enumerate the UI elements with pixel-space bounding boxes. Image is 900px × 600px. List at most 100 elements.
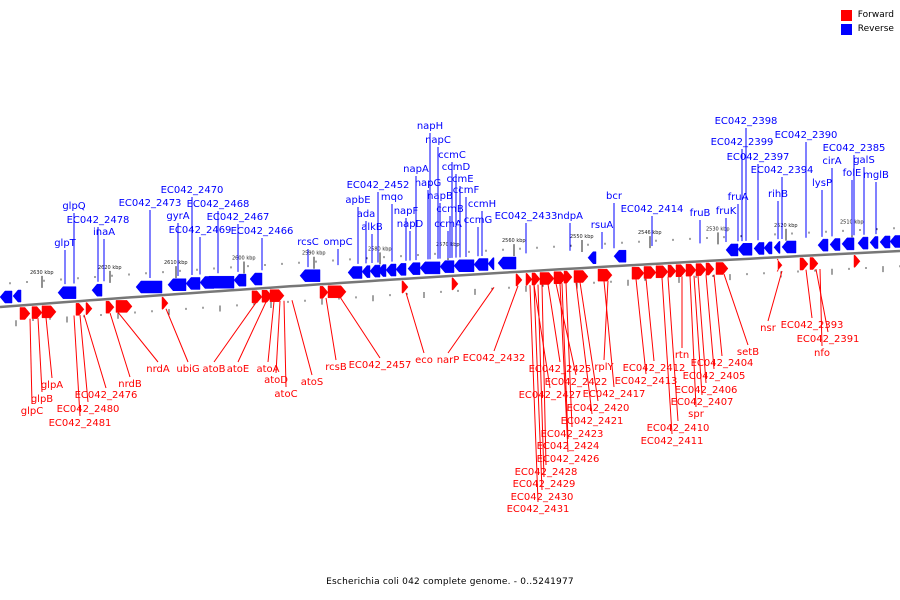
reverse-gene-arrow: [487, 257, 495, 270]
forward-label-line: [767, 270, 783, 322]
gene-label-napa: napA: [403, 164, 429, 175]
gene-label-fruk: fruK: [716, 206, 737, 217]
gene-label-atos: atoS: [301, 377, 324, 388]
gene-label-rsua: rsuA: [591, 220, 614, 231]
gene-label-ec042-2405: EC042_2405: [683, 371, 746, 382]
reverse-gene-arrow: [773, 241, 781, 254]
gene-label-ec042-2404: EC042_2404: [691, 358, 754, 369]
gene-label-ec042-2406: EC042_2406: [675, 385, 738, 396]
forward-gene-arrow: [515, 273, 523, 287]
forward-label-line: [447, 287, 495, 354]
forward-label-line: [713, 274, 723, 357]
scale-tick-label: 2590 kbp: [302, 251, 326, 257]
reverse-gene-arrow: [361, 265, 371, 278]
forward-gene-arrow: [695, 263, 707, 276]
gene-label-inaa: inaA: [93, 227, 115, 238]
gene-label-ec042-2390: EC042_2390: [775, 130, 838, 141]
gene-label-bcr: bcr: [606, 191, 623, 202]
forward-gene-arrow: [597, 268, 613, 282]
gene-label-ec042-2410: EC042_2410: [647, 423, 710, 434]
gene-label-ec042-2422: EC042_2422: [545, 377, 608, 388]
gene-label-glpb: glpB: [31, 394, 53, 405]
forward-label-line: [37, 318, 43, 393]
gene-label-ec042-2425: EC042_2425: [529, 364, 592, 375]
gene-label-ec042-2399: EC042_2399: [711, 137, 774, 148]
forward-label-line: [339, 296, 381, 359]
forward-gene-arrow: [269, 289, 285, 302]
gene-label-frub: fruB: [690, 208, 711, 219]
forward-label-line: [529, 285, 539, 503]
forward-gene-arrow: [319, 286, 329, 299]
forward-label-line: [575, 282, 593, 415]
gene-label-mqo: mqo: [381, 192, 403, 203]
reverse-gene-arrow: [57, 286, 77, 299]
reverse-gene-arrow: [453, 259, 475, 273]
scale-tick-label: 2560 kbp: [502, 238, 526, 244]
reverse-gene-arrow: [185, 277, 201, 290]
forward-gene-arrow: [667, 264, 677, 278]
gene-label-ec042-2407: EC042_2407: [671, 397, 734, 408]
gene-label-nsr: nsr: [760, 323, 777, 334]
reverse-gene-arrow: [725, 243, 739, 257]
gene-label-naph: napH: [417, 121, 443, 132]
legend-forward-label: Forward: [857, 10, 894, 20]
forward-label-line: [697, 275, 707, 384]
forward-label-line: [635, 278, 647, 375]
scale-tick-label: 2610 kbp: [164, 260, 188, 266]
gene-label-ec042-2476: EC042_2476: [75, 390, 138, 401]
reverse-gene-arrow: [369, 264, 381, 278]
forward-gene-arrow: [715, 262, 729, 275]
gene-label-rcsb: rcsB: [325, 362, 347, 373]
gene-label-ec042-2452: EC042_2452: [347, 180, 410, 191]
forward-label-line: [561, 283, 569, 440]
gene-label-ompc: ompC: [323, 237, 352, 248]
forward-gene-arrow: [643, 266, 657, 279]
forward-gene-arrow: [539, 272, 555, 285]
forward-gene-arrow: [776, 258, 783, 272]
reverse-gene-arrow: [473, 258, 489, 271]
forward-gene-arrow: [115, 300, 133, 313]
scale-tick-label: 2530 kbp: [706, 226, 730, 232]
forward-label-line: [819, 268, 823, 347]
gene-label-gyra: gyrA: [166, 211, 189, 222]
forward-label-line: [213, 302, 257, 363]
gene-label-ec042-2481: EC042_2481: [49, 418, 112, 429]
reverse-gene-arrow: [203, 275, 235, 289]
genome-caption: Escherichia coli 042 complete genome. - …: [326, 577, 574, 587]
reverse-gene-arrow: [233, 273, 247, 287]
forward-label-line: [603, 280, 609, 361]
gene-label-ec042-2430: EC042_2430: [511, 492, 574, 503]
forward-gene-arrow: [401, 280, 409, 294]
gene-label-ec042-2431: EC042_2431: [507, 504, 570, 515]
reverse-gene-arrow: [781, 240, 797, 254]
forward-gene-arrow: [261, 289, 273, 303]
forward-gene-arrow: [853, 255, 861, 268]
reverse-gene-arrow: [12, 289, 22, 303]
forward-label-line: [603, 280, 615, 388]
gene-label-ec042-2432: EC042_2432: [463, 353, 526, 364]
forward-label-line: [547, 283, 561, 363]
gene-label-alkb: alkB: [361, 222, 383, 233]
gene-label-ec042-2473: EC042_2473: [119, 198, 182, 209]
forward-gene-arrow: [451, 277, 459, 291]
reverse-gene-arrow: [737, 243, 753, 256]
reverse-gene-arrow: [377, 264, 387, 277]
gene-label-ec042-2413: EC042_2413: [615, 376, 678, 387]
reverse-gene-arrow: [829, 238, 841, 251]
gene-label-atob: atoB: [202, 364, 225, 375]
forward-gene-arrow: [563, 270, 573, 284]
forward-gene-arrow: [573, 270, 589, 283]
forward-label-line: [165, 308, 189, 363]
forward-label-line: [705, 274, 715, 370]
gene-label-ccmh: ccmH: [468, 199, 496, 210]
gene-label-ec042-2478: EC042_2478: [67, 215, 130, 226]
reverse-gene-arrow: [497, 256, 517, 270]
forward-label-line: [117, 311, 159, 363]
reverse-gene-arrow: [857, 236, 869, 250]
reverse-gene-arrow: [347, 266, 363, 279]
gene-label-gals: galS: [853, 155, 875, 166]
scale-tick-label: 2600 kbp: [232, 255, 256, 261]
gene-label-ec042-2426: EC042_2426: [537, 454, 600, 465]
reverse-gene-arrow: [419, 261, 441, 275]
